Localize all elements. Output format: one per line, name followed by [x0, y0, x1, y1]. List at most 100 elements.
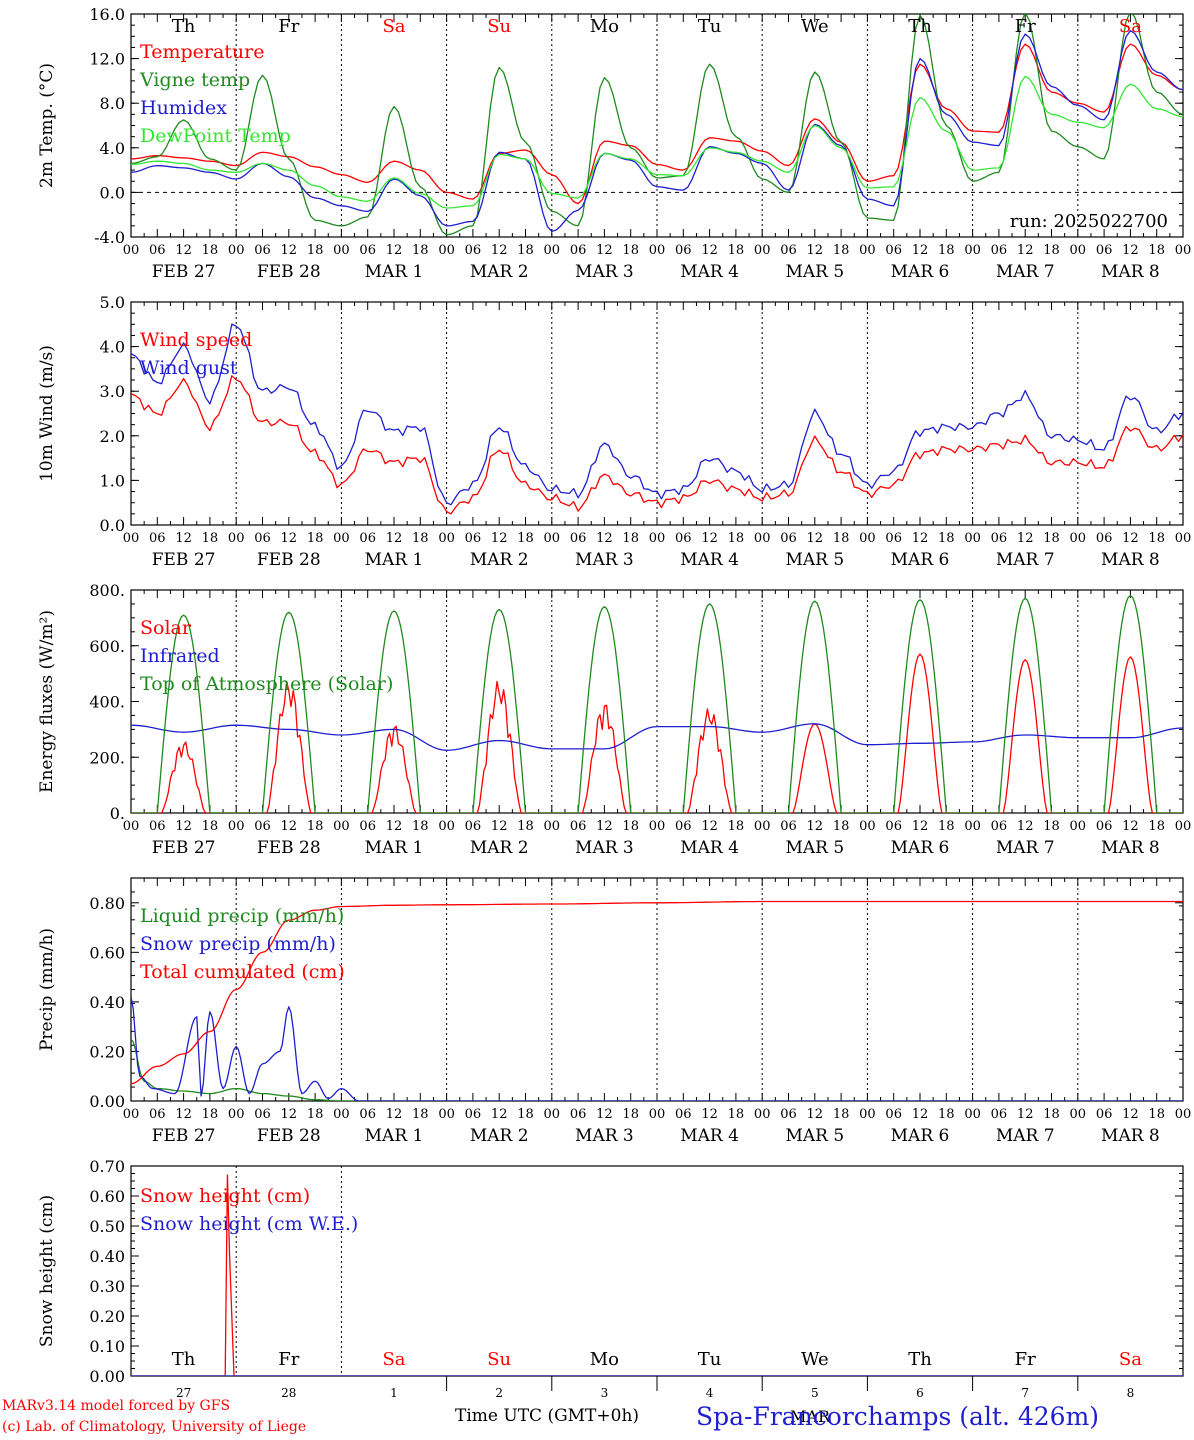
date-label: MAR 1 — [365, 262, 424, 282]
hour-tick-label: 00 — [438, 531, 455, 546]
hour-tick-label: 00 — [438, 1107, 455, 1122]
date-label: MAR 4 — [680, 1126, 739, 1146]
hour-tick-label: 06 — [254, 531, 271, 546]
station-name: Spa-Francorchamps (alt. 426m) — [696, 1402, 1100, 1431]
hour-tick-label: 00 — [964, 1107, 981, 1122]
hour-tick-label: 12 — [807, 1107, 824, 1122]
hour-tick-label: 06 — [1096, 1107, 1113, 1122]
hour-tick-label: 00 — [754, 819, 771, 834]
day-name-label: Th — [172, 16, 196, 37]
hour-tick-label: 12 — [596, 1107, 613, 1122]
day-name-label: Sa — [1119, 1349, 1142, 1370]
hour-tick-label: 06 — [1096, 531, 1113, 546]
date-label: MAR 1 — [365, 1126, 424, 1146]
day-name-label: Th — [908, 16, 932, 37]
date-label: MAR 4 — [680, 838, 739, 858]
day-number-label: 27 — [176, 1386, 191, 1400]
hour-tick-label: 06 — [359, 531, 376, 546]
date-label: FEB 28 — [257, 1126, 321, 1146]
day-name-label: Th — [172, 1349, 196, 1370]
hour-tick-label: 00 — [1175, 531, 1192, 546]
hour-tick-label: 12 — [491, 531, 508, 546]
hour-tick-label: 00 — [333, 1107, 350, 1122]
day-number-label: 28 — [281, 1386, 296, 1400]
date-label: MAR 1 — [365, 838, 424, 858]
hour-tick-label: 06 — [885, 531, 902, 546]
hour-tick-label: 12 — [1017, 531, 1034, 546]
legend-entry: Infrared — [140, 645, 220, 667]
hour-tick-label: 00 — [123, 243, 140, 258]
day-number-label: 1 — [390, 1386, 398, 1400]
date-label: FEB 28 — [257, 550, 321, 570]
hour-tick-label: 12 — [912, 1107, 929, 1122]
hour-tick-label: 00 — [964, 531, 981, 546]
hour-tick-label: 18 — [1043, 243, 1060, 258]
hour-tick-label: 18 — [938, 531, 955, 546]
hour-tick-label: 18 — [412, 1107, 429, 1122]
y-axis-label: Precip (mm/h) — [37, 928, 57, 1051]
date-label: MAR 6 — [891, 550, 950, 570]
run-label: run: 2025022700 — [1010, 211, 1168, 232]
hour-tick-label: 18 — [728, 243, 745, 258]
hour-tick-label: 00 — [123, 531, 140, 546]
hour-tick-label: 12 — [701, 531, 718, 546]
hour-tick-label: 12 — [701, 1107, 718, 1122]
hour-tick-label: 18 — [202, 531, 219, 546]
y-tick-label: 2.0 — [100, 427, 125, 446]
hour-tick-label: 06 — [254, 819, 271, 834]
date-label: MAR 2 — [470, 838, 529, 858]
hour-tick-label: 06 — [780, 243, 797, 258]
hour-tick-label: 18 — [1148, 531, 1165, 546]
hour-tick-label: 12 — [386, 531, 403, 546]
y-tick-label: 3.0 — [100, 382, 125, 401]
date-label: MAR 8 — [1101, 838, 1160, 858]
hour-tick-label: 00 — [859, 819, 876, 834]
hour-tick-label: 06 — [991, 531, 1008, 546]
series-line-green — [131, 594, 1183, 813]
hour-tick-label: 00 — [333, 531, 350, 546]
legend-entry: Top of Atmosphere (Solar) — [140, 673, 393, 695]
date-label: FEB 28 — [257, 262, 321, 282]
hour-tick-label: 18 — [307, 243, 324, 258]
hour-tick-label: 12 — [491, 819, 508, 834]
hour-tick-label: 18 — [938, 819, 955, 834]
hour-tick-label: 06 — [149, 243, 166, 258]
date-label: MAR 8 — [1101, 1126, 1160, 1146]
date-label: MAR 2 — [470, 550, 529, 570]
hour-tick-label: 06 — [149, 531, 166, 546]
x-axis-label: Time UTC (GMT+0h) — [455, 1406, 640, 1426]
hour-tick-label: 12 — [491, 1107, 508, 1122]
date-label: MAR 5 — [785, 1126, 844, 1146]
hour-tick-label: 06 — [359, 819, 376, 834]
y-tick-label: 600. — [89, 637, 125, 656]
hour-tick-label: 12 — [1122, 243, 1139, 258]
y-tick-label: 0.30 — [89, 1277, 125, 1296]
hour-tick-label: 06 — [465, 819, 482, 834]
hour-tick-label: 18 — [307, 1107, 324, 1122]
hour-tick-label: 12 — [1017, 819, 1034, 834]
hour-tick-label: 00 — [544, 531, 561, 546]
hour-tick-label: 18 — [307, 819, 324, 834]
day-name-label: Fr — [278, 1349, 299, 1370]
hour-tick-label: 00 — [1175, 819, 1192, 834]
hour-tick-label: 00 — [1070, 531, 1087, 546]
hour-tick-label: 00 — [228, 243, 245, 258]
hour-tick-label: 06 — [254, 1107, 271, 1122]
date-label: FEB 28 — [257, 838, 321, 858]
y-tick-label: 0.20 — [89, 1042, 125, 1061]
date-label: MAR 4 — [680, 550, 739, 570]
date-label: MAR 5 — [785, 838, 844, 858]
hour-tick-label: 06 — [885, 1107, 902, 1122]
wind-panel — [130, 301, 1184, 526]
hour-tick-label: 06 — [675, 531, 692, 546]
lab-credit: (c) Lab. of Climatology, University of L… — [2, 1419, 307, 1435]
date-label: MAR 3 — [575, 1126, 634, 1146]
hour-tick-label: 06 — [570, 819, 587, 834]
hour-tick-label: 12 — [596, 819, 613, 834]
day-name-label: Tu — [698, 16, 722, 37]
hour-tick-label: 12 — [807, 819, 824, 834]
date-label: MAR 7 — [996, 262, 1055, 282]
hour-tick-label: 18 — [833, 819, 850, 834]
y-tick-label: 4.0 — [100, 139, 125, 158]
day-name-label: Sa — [382, 16, 405, 37]
